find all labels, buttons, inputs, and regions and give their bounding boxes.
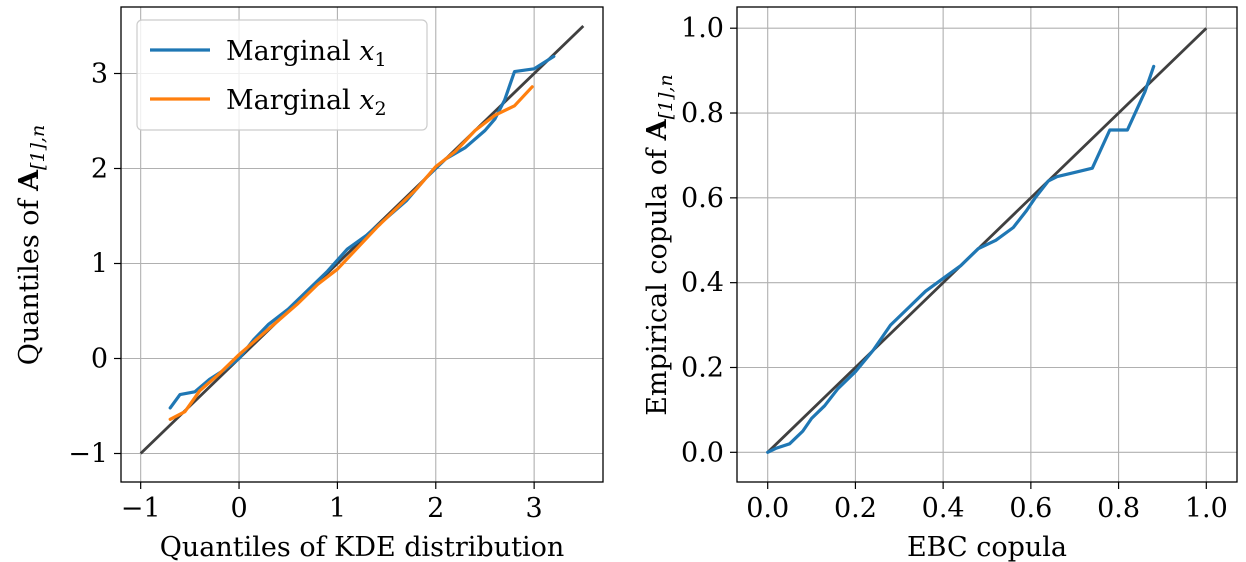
x-tick-label: 0.6 <box>1009 493 1052 524</box>
y-tick-label: −1 <box>68 439 108 470</box>
qq-plot-panel: −1 0 1 2 3 −1 0 1 2 3 Quantiles of KDE distributi… <box>14 6 604 562</box>
tick-labels: 0.0 0.2 0.4 0.6 0.8 1.0 0.0 0.2 0.4 0.6 0.8 1.0 <box>681 13 1228 524</box>
x-tick-label: 2 <box>427 493 444 524</box>
x-tick-label: 0.8 <box>1097 493 1140 524</box>
y-axis-label: Quantiles of A[1],n <box>14 125 49 366</box>
x-tick-label: 0.2 <box>834 493 877 524</box>
x-tick-label: 1.0 <box>1185 493 1228 524</box>
y-tick-label: 0.8 <box>681 98 724 129</box>
series-line-1 <box>766 64 1156 454</box>
reference-line <box>766 27 1208 454</box>
copula-plot-panel: 0.0 0.2 0.4 0.6 0.8 1.0 0.0 0.2 0.4 0.6 0.8 1.0 EBC… <box>642 6 1238 562</box>
y-tick-label: 1 <box>91 249 108 280</box>
axes-frame <box>736 6 1238 483</box>
y-tick-label: 0 <box>91 344 108 375</box>
grid <box>737 7 1237 482</box>
x-tick-label: −1 <box>121 493 161 524</box>
legend-box <box>136 19 428 131</box>
plot-lines <box>139 24 585 455</box>
y-tick-label: 3 <box>91 59 108 90</box>
plot-lines <box>766 27 1208 454</box>
series-line-2 <box>168 85 534 421</box>
y-tick-label: 2 <box>91 154 108 185</box>
x-axis-label: Quantiles of KDE distribution <box>160 532 564 562</box>
y-tick-label: 0.0 <box>681 437 724 468</box>
x-tick-label: 1 <box>329 493 346 524</box>
y-tick-label: 0.2 <box>681 352 724 383</box>
tick-marks <box>114 72 535 489</box>
x-tick-label: 0 <box>230 493 247 524</box>
x-tick-label: 0.0 <box>746 493 789 524</box>
y-tick-label: 1.0 <box>681 13 724 44</box>
x-tick-label: 0.4 <box>922 493 965 524</box>
legend-label-x1: Marginal x1 <box>226 36 387 71</box>
legend-label-x2: Marginal x2 <box>226 85 387 120</box>
y-tick-label: 0.6 <box>681 183 724 214</box>
y-axis-label: Empirical copula of A[1],n <box>642 74 677 416</box>
x-tick-label: 3 <box>526 493 543 524</box>
axes-frame <box>120 6 604 483</box>
tick-labels: −1 0 1 2 3 −1 0 1 2 3 <box>68 59 543 525</box>
y-tick-label: 0.4 <box>681 268 724 299</box>
legend: Marginal x1 Marginal x2 <box>136 19 428 131</box>
x-axis-label: EBC copula <box>907 532 1067 562</box>
tick-marks <box>730 27 1207 489</box>
